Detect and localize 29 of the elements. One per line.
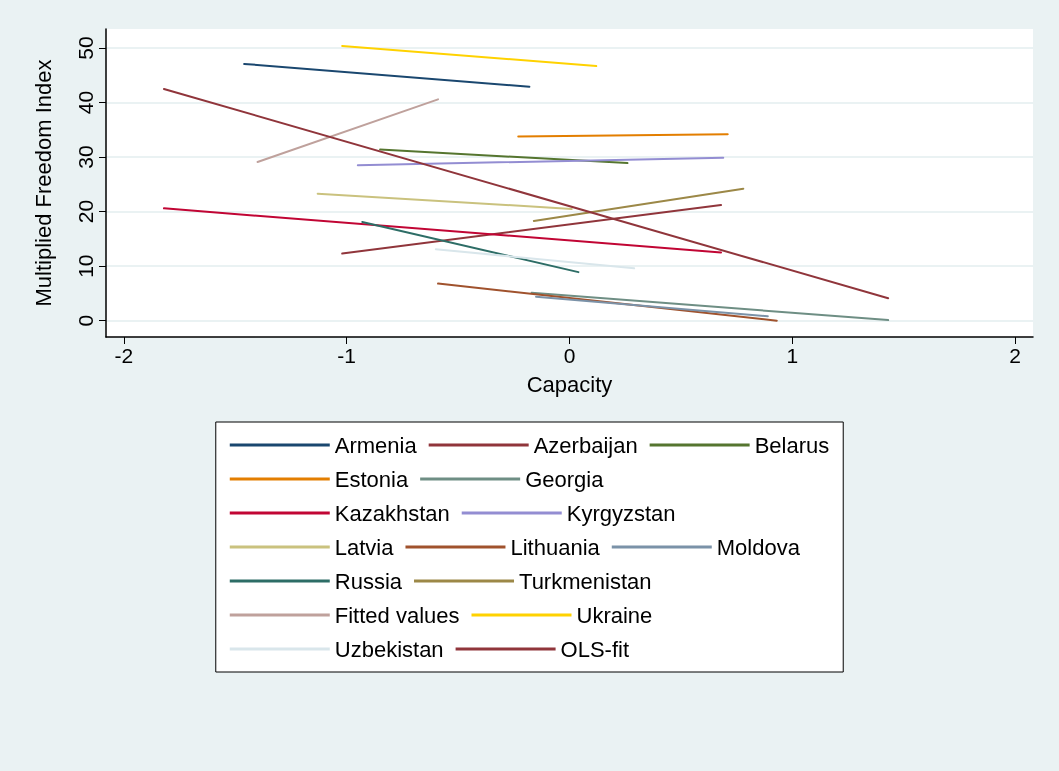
y-tick-label: 50 (74, 36, 97, 60)
legend-label: Belarus (754, 432, 830, 458)
legend-label: Azerbaijan (533, 432, 638, 458)
x-tick-label: 0 (563, 344, 576, 367)
x-tick-label: 1 (786, 344, 799, 367)
legend-label: Estonia (334, 466, 409, 492)
legend-label: Russia (334, 568, 403, 594)
y-tick-label: 0 (74, 314, 97, 327)
legend-label: Turkmenistan (519, 568, 652, 594)
legend-label: Lithuania (510, 534, 601, 560)
y-tick-label: 30 (74, 145, 97, 169)
legend-label: Armenia (334, 432, 418, 458)
y-tick-label: 10 (74, 254, 97, 278)
legend-label: Moldova (716, 534, 801, 560)
x-tick-label: -2 (114, 344, 134, 367)
legend-label: Fitted values (334, 602, 460, 628)
legend-label: Kyrgyzstan (566, 500, 676, 526)
legend-label: Latvia (334, 534, 395, 560)
legend-label: Uzbekistan (334, 636, 444, 662)
legend-label: Kazakhstan (334, 500, 450, 526)
legend-label: OLS-fit (560, 636, 630, 662)
x-tick-label: 2 (1009, 344, 1022, 367)
y-tick-label: 20 (74, 199, 97, 224)
legend-label: Ukraine (576, 602, 653, 628)
legend-label: Georgia (525, 466, 605, 492)
y-axis-title: Multiplied Freedom Index (30, 59, 56, 307)
x-tick-label: -1 (337, 344, 357, 367)
y-tick-label: 40 (74, 90, 97, 115)
x-axis-title: Capacity (526, 371, 613, 397)
